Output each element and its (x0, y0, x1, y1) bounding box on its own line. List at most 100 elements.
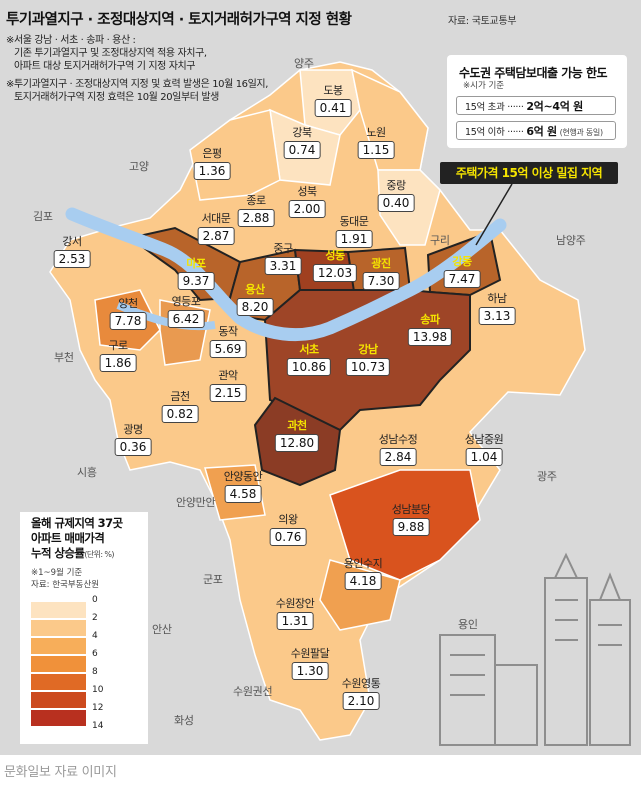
district-value: 0.36 (114, 438, 152, 456)
district-value: 1.86 (99, 354, 137, 372)
district-name: 노원 (366, 126, 386, 139)
district-value: 4.58 (224, 485, 262, 503)
map-source: 자료: 국토교통부 (448, 16, 517, 27)
district-value: 3.31 (264, 257, 302, 275)
district-value: 7.78 (109, 312, 147, 330)
district-value: 2.00 (288, 200, 326, 218)
district-name: 관악 (218, 369, 238, 382)
legend-tick: 0 (92, 595, 98, 605)
high-price-callout: 주택가격 15억 이상 밀집 지역 (440, 162, 618, 184)
district-name: 중랑 (386, 179, 406, 192)
district-value: 13.98 (407, 328, 453, 346)
loan-limit-title: 수도권 주택담보대출 가능 한도 (459, 66, 608, 80)
district-name: 성남수정 (378, 433, 418, 446)
note-line: ※투기과열지구 · 조정대상지역 지정 및 효력 발생은 10월 16일지, (6, 79, 269, 90)
district-name: 용산 (245, 283, 265, 296)
district-name: 영등포 (171, 295, 201, 308)
district-value: 9.88 (392, 518, 430, 536)
note-line: 아파트 대상 토지거래허가구역 기 지정 자치구 (14, 61, 196, 72)
city-label: 남양주 (556, 234, 586, 247)
district-name: 마포 (186, 257, 206, 270)
district-name: 은평 (202, 147, 222, 160)
legend-unit: (단위: %) (84, 550, 114, 559)
loan-limit-subtitle: ※시가 기준 (463, 81, 505, 91)
district-name: 강동 (452, 255, 472, 268)
district-name: 서대문 (201, 212, 231, 225)
district-name: 동대문 (339, 215, 369, 228)
image-caption: 문화일보 자료 이미지 (4, 765, 117, 780)
city-label: 양주 (294, 57, 314, 70)
district-value: 10.86 (286, 358, 332, 376)
district-name: 구로 (108, 339, 128, 352)
district-name: 광명 (123, 423, 143, 436)
district-value: 9.37 (177, 272, 215, 290)
district-name: 수원팔달 (290, 647, 330, 660)
district-name: 하남 (487, 292, 507, 305)
building-skyline (439, 552, 631, 746)
city-label: 용인 (458, 618, 478, 631)
district-value: 1.04 (465, 448, 503, 466)
city-label: 화성 (174, 714, 194, 727)
district-value: 4.18 (344, 572, 382, 590)
district-value: 1.36 (193, 162, 231, 180)
district-value: 3.13 (478, 307, 516, 325)
city-label: 군포 (203, 573, 223, 586)
city-label: 부천 (54, 351, 74, 364)
note-line: 기존 투기과열지구 및 조정대상지역 적용 자치구, (14, 48, 207, 59)
legend-period: ※1~9월 기준 (31, 568, 83, 578)
district-name: 수원장안 (275, 597, 315, 610)
district-name: 종로 (246, 194, 266, 207)
district-value: 7.30 (362, 272, 400, 290)
city-label: 김포 (33, 210, 53, 223)
legend-swatch (31, 692, 86, 708)
note-line: 토지거래허가구역 지정 효력은 10월 20일부터 발생 (14, 92, 219, 103)
district-name: 도봉 (323, 84, 343, 97)
city-label: 안산 (152, 623, 172, 636)
district-value: 12.03 (312, 264, 358, 282)
district-name: 수원영통 (341, 677, 381, 690)
district-value: 1.30 (291, 662, 329, 680)
district-name: 성남중원 (464, 433, 504, 446)
district-name: 금천 (170, 390, 190, 403)
district-name: 동작 (218, 325, 238, 338)
district-value: 6.42 (167, 310, 205, 328)
district-value: 2.84 (379, 448, 417, 466)
district-value: 2.87 (197, 227, 235, 245)
district-value: 0.76 (269, 528, 307, 546)
district-name: 강남 (358, 343, 378, 356)
district-value: 1.15 (357, 141, 395, 159)
legend-swatch (31, 620, 86, 636)
legend-swatch (31, 656, 86, 672)
district-value: 2.88 (237, 209, 275, 227)
district-value: 1.31 (276, 612, 314, 630)
district-name: 성북 (297, 185, 317, 198)
legend-tick: 2 (92, 613, 98, 623)
district-value: 2.53 (53, 250, 91, 268)
district-name: 강서 (62, 235, 82, 248)
loan-limit-row: 15억 이하 ······ 6억 원 (현행과 동일) (456, 121, 616, 140)
district-name: 의왕 (278, 513, 298, 526)
note-line: ※서울 강남 · 서초 · 송파 · 용산 : (6, 35, 136, 46)
legend-title: 올해 규제지역 37곳 아파트 매매가격 누적 상승률(단위: %) (31, 516, 123, 560)
district-value: 0.74 (283, 141, 321, 159)
city-label: 시흥 (77, 466, 97, 479)
legend-swatch (31, 674, 86, 690)
district-name: 과천 (287, 419, 307, 432)
map-canvas (49, 61, 631, 746)
legend-swatch (31, 638, 86, 654)
city-label: 안양만안 (176, 496, 216, 509)
legend-tick: 6 (92, 649, 98, 659)
district-value: 2.15 (209, 384, 247, 402)
legend-tick: 8 (92, 667, 98, 677)
district-value: 12.80 (274, 434, 320, 452)
city-label: 수원권선 (233, 685, 273, 698)
district-value: 8.20 (236, 298, 274, 316)
legend-tick: 4 (92, 631, 98, 641)
legend-swatch (31, 710, 86, 726)
callout-pointer (475, 183, 513, 246)
district-name: 안양동안 (223, 470, 263, 483)
district-value: 2.10 (342, 692, 380, 710)
district-value: 0.82 (161, 405, 199, 423)
loan-limit-box (447, 55, 627, 148)
district-value: 1.91 (335, 230, 373, 248)
